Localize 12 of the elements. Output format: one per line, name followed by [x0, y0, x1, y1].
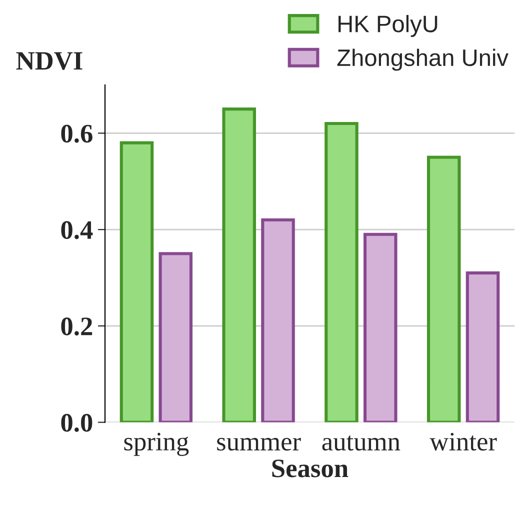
y-tick-label: 0.4: [61, 221, 93, 240]
y-tick-label: 0.6: [61, 124, 92, 143]
x-tick-label: summer: [217, 438, 301, 451]
legend-label: Zhongshan Univ: [337, 48, 508, 71]
x-axis-title: Season: [272, 460, 348, 478]
y-axis-title: NDVI: [16, 52, 82, 70]
x-tick-label: winter: [430, 432, 497, 451]
y-tick-label: 0.2: [61, 318, 92, 336]
legend-label: HK PolyU: [338, 14, 438, 37]
x-tick-label: spring: [124, 432, 189, 456]
x-tick-label: autumn: [322, 435, 400, 451]
y-tick-label: 0.0: [61, 414, 92, 432]
